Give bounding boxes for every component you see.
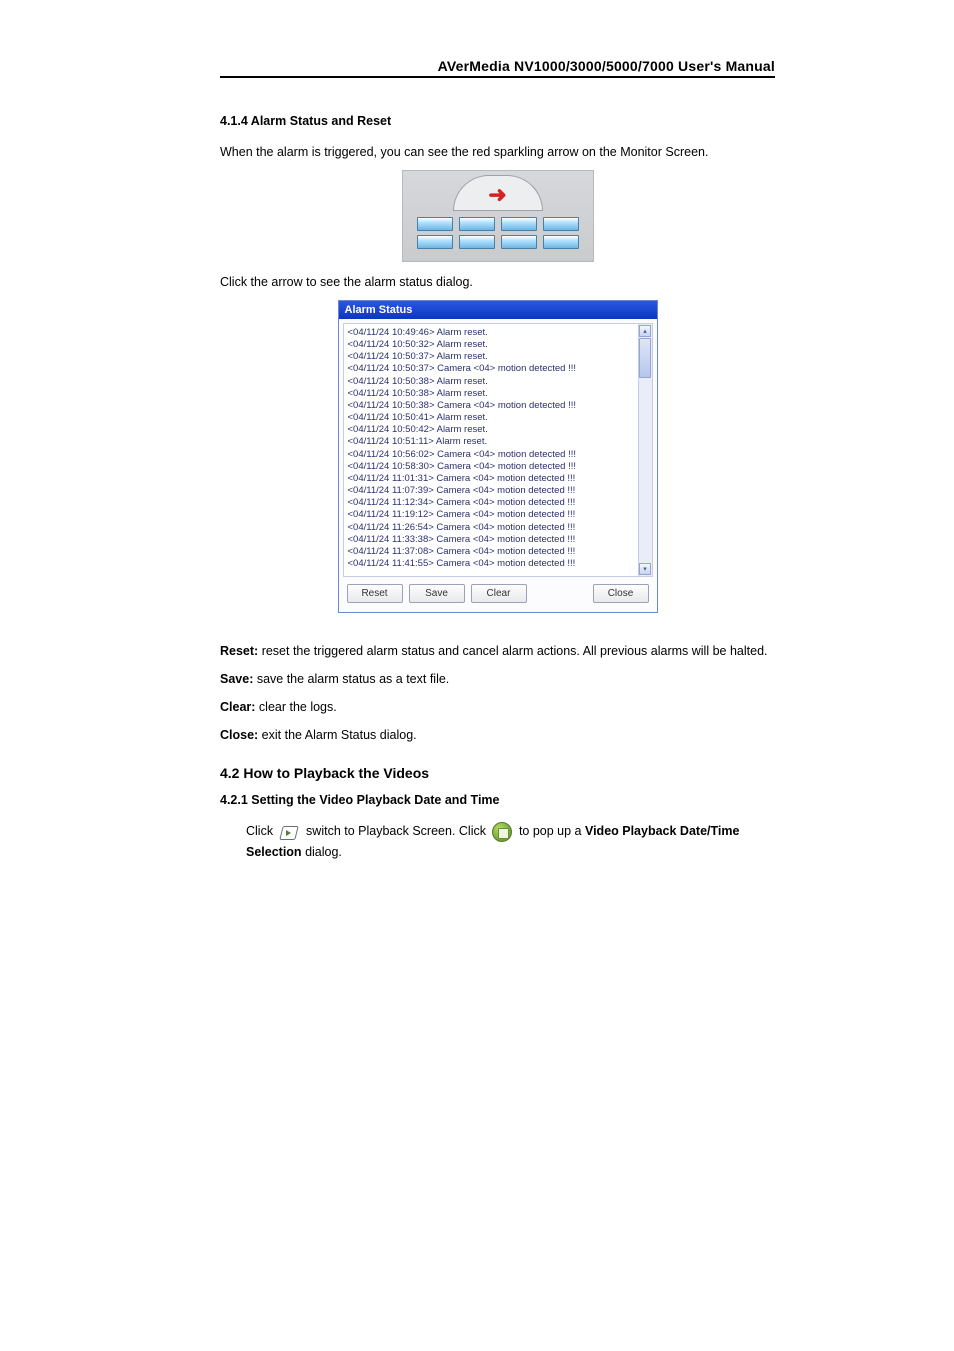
alarm-log-area: <04/11/24 10:49:46> Alarm reset.<04/11/2…: [343, 323, 653, 577]
section-4-1-4-heading: 4.1.4 Alarm Status and Reset: [220, 114, 775, 128]
text-click-post2: dialog.: [305, 845, 342, 859]
definition-close: Close: exit the Alarm Status dialog.: [220, 725, 775, 745]
log-line: <04/11/24 11:41:55> Camera <04> motion d…: [348, 558, 634, 570]
log-line: <04/11/24 10:56:02> Camera <04> motion d…: [348, 449, 634, 461]
log-line: <04/11/24 10:50:37> Alarm reset.: [348, 351, 634, 363]
definition-close-text: exit the Alarm Status dialog.: [258, 728, 416, 742]
log-line: <04/11/24 10:50:42> Alarm reset.: [348, 424, 634, 436]
alarm-status-dialog: Alarm Status <04/11/24 10:49:46> Alarm r…: [338, 300, 658, 613]
panel-cell: [543, 217, 579, 231]
section-4-2-1-body: Click switch to Playback Screen. Click t…: [246, 821, 775, 862]
panel-cell: [417, 235, 453, 249]
scroll-down-button[interactable]: ▾: [639, 563, 651, 575]
text-click-mid: switch to Playback Screen. Click: [306, 824, 489, 838]
panel-cell: [501, 235, 537, 249]
section-4-2-1-heading: 4.2.1 Setting the Video Playback Date an…: [220, 793, 775, 807]
log-line: <04/11/24 10:50:38> Camera <04> motion d…: [348, 400, 634, 412]
log-line: <04/11/24 11:26:54> Camera <04> motion d…: [348, 522, 634, 534]
log-line: <04/11/24 10:50:37> Camera <04> motion d…: [348, 363, 634, 375]
save-button[interactable]: Save: [409, 584, 465, 603]
scroll-thumb[interactable]: [639, 338, 651, 378]
panel-cell: [459, 235, 495, 249]
monitor-arrow-panel-illustration: ➜: [402, 170, 594, 262]
definition-save-text: save the alarm status as a text file.: [253, 672, 449, 686]
log-line: <04/11/24 11:01:31> Camera <04> motion d…: [348, 473, 634, 485]
sparkling-arrow-icon: ➜: [488, 182, 506, 208]
text-click-post1: to pop up a: [519, 824, 585, 838]
log-line: <04/11/24 10:50:41> Alarm reset.: [348, 412, 634, 424]
definition-clear-label: Clear:: [220, 700, 255, 714]
log-line: <04/11/24 10:58:30> Camera <04> motion d…: [348, 461, 634, 473]
log-line: <04/11/24 11:12:34> Camera <04> motion d…: [348, 497, 634, 509]
scrollbar-track[interactable]: ▴ ▾: [638, 324, 652, 576]
definition-reset-text: reset the triggered alarm status and can…: [258, 644, 767, 658]
arrow-arch: ➜: [453, 175, 543, 211]
log-line: <04/11/24 10:49:46> Alarm reset.: [348, 327, 634, 339]
section-4-2-heading: 4.2 How to Playback the Videos: [220, 765, 775, 781]
section-4-1-4-intro: When the alarm is triggered, you can see…: [220, 142, 775, 162]
log-line: <04/11/24 10:50:38> Alarm reset.: [348, 388, 634, 400]
definition-save-label: Save:: [220, 672, 253, 686]
definition-clear: Clear: clear the logs.: [220, 697, 775, 717]
clear-button[interactable]: Clear: [471, 584, 527, 603]
definition-reset-label: Reset:: [220, 644, 258, 658]
close-button[interactable]: Close: [593, 584, 649, 603]
definition-clear-text: clear the logs.: [255, 700, 336, 714]
panel-cell: [459, 217, 495, 231]
log-line: <04/11/24 10:50:38> Alarm reset.: [348, 376, 634, 388]
playback-icon: [280, 823, 300, 841]
definition-save: Save: save the alarm status as a text fi…: [220, 669, 775, 689]
alarm-log-lines: <04/11/24 10:49:46> Alarm reset.<04/11/2…: [344, 324, 638, 576]
scroll-up-button[interactable]: ▴: [639, 325, 651, 337]
panel-cell: [417, 217, 453, 231]
panel-cell: [543, 235, 579, 249]
log-line: <04/11/24 11:07:39> Camera <04> motion d…: [348, 485, 634, 497]
log-line: <04/11/24 10:51:11> Alarm reset.: [348, 436, 634, 448]
panel-cell: [501, 217, 537, 231]
log-line: <04/11/24 11:19:12> Camera <04> motion d…: [348, 509, 634, 521]
text-click-pre: Click: [246, 824, 277, 838]
log-line: <04/11/24 10:50:32> Alarm reset.: [348, 339, 634, 351]
calendar-icon: [492, 822, 512, 842]
manual-header: AVerMedia NV1000/3000/5000/7000 User's M…: [220, 58, 775, 78]
definition-reset: Reset: reset the triggered alarm status …: [220, 641, 775, 661]
log-line: <04/11/24 11:33:38> Camera <04> motion d…: [348, 534, 634, 546]
alarm-status-titlebar: Alarm Status: [339, 301, 657, 319]
definition-close-label: Close:: [220, 728, 258, 742]
panel-grid: [417, 217, 579, 249]
reset-button[interactable]: Reset: [347, 584, 403, 603]
log-line: <04/11/24 11:37:08> Camera <04> motion d…: [348, 546, 634, 558]
click-arrow-caption: Click the arrow to see the alarm status …: [220, 272, 775, 292]
